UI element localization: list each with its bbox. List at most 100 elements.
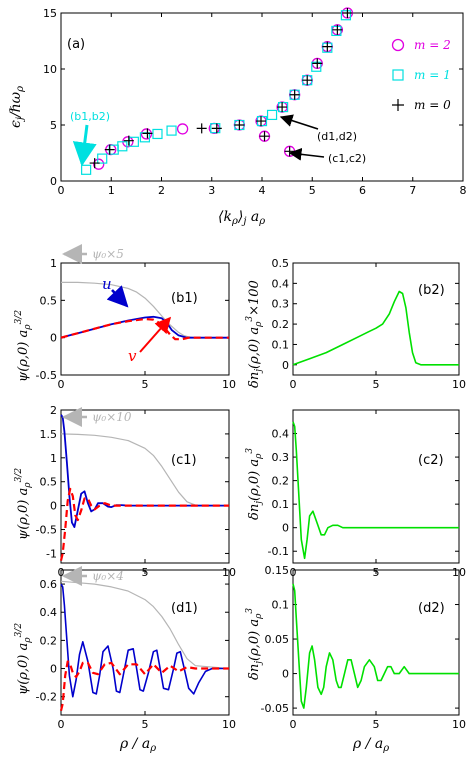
y-tick-label: 0 <box>282 359 289 372</box>
y-tick-label: 0.6 <box>40 578 58 591</box>
plot-frame <box>292 409 460 564</box>
v-annotation-b1: v <box>128 347 137 365</box>
psi0-annotation-d1: ψ₀×4 <box>92 569 124 583</box>
point-m1 <box>166 125 177 136</box>
y-tick-label: 10 <box>43 63 57 76</box>
y-tick-label: 1 <box>50 452 57 465</box>
series-line-δn <box>292 583 459 709</box>
series-line-u <box>60 315 229 339</box>
legend-label: m = 1 <box>414 68 451 82</box>
panel-c2-ylabel: δnj(ρ,0) aρ3 <box>245 448 264 520</box>
plot-frame <box>292 262 460 376</box>
x-tick-label: 0 <box>290 378 297 391</box>
legend-marker-m1 <box>392 69 404 81</box>
panel-c2-label: (c2) <box>418 453 444 468</box>
panel-b1: 0 5 10-0.500.51 <box>36 257 236 391</box>
series-line-δn <box>292 421 459 560</box>
point-m0 <box>234 120 245 130</box>
y-tick-label: 0.1 <box>272 599 290 612</box>
x-tick-label: 1 <box>108 184 115 197</box>
y-tick-label: 0.4 <box>272 277 290 290</box>
point-m0 <box>277 102 288 113</box>
arrow-b1b2 <box>72 124 97 167</box>
x-tick-label: 10 <box>452 378 466 391</box>
point-m0 <box>211 123 222 134</box>
series-line-δn <box>292 290 459 366</box>
point-m1 <box>311 61 322 72</box>
y-tick-label: 1.5 <box>40 428 58 441</box>
plot-frame <box>60 409 230 564</box>
legend-label: m = 0 <box>414 98 451 112</box>
y-tick-label: 0 <box>282 668 289 681</box>
x-tick-label: 10 <box>222 378 236 391</box>
x-tick-label: 0 <box>290 718 297 731</box>
y-tick-label: 0.1 <box>272 338 290 351</box>
y-tick-label: 0 <box>282 522 289 535</box>
panel-d1: 0 5 10 -0.2 0 0.2 0.4 0.6 <box>36 569 236 731</box>
x-tick-label: 0 <box>58 718 65 731</box>
y-tick-label: -0.5 <box>36 524 57 537</box>
u-annotation-b1: u <box>102 275 112 293</box>
panel-b1-ylabel: ψ(ρ,0) aρ3/2 <box>14 310 33 382</box>
y-tick-label: 0.2 <box>272 318 290 331</box>
y-tick-label: 0.5 <box>40 294 58 307</box>
plot-frame <box>60 569 230 716</box>
arrow-c1c2 <box>288 147 325 161</box>
y-tick-label: 0.5 <box>272 257 290 270</box>
point-m0 <box>259 131 270 142</box>
panel-d1-xlabel: ρ / aρ <box>119 736 156 754</box>
x-tick-label: 2 <box>158 184 165 197</box>
panel-d1-ylabel: ψ(ρ,0) aρ3/2 <box>14 623 33 695</box>
y-tick-label: -0.5 <box>36 369 57 382</box>
y-tick-label: 15 <box>43 7 57 20</box>
y-tick-label: 0.4 <box>40 606 58 619</box>
x-tick-label: 5 <box>373 378 380 391</box>
y-tick-label: 0.2 <box>272 475 290 488</box>
x-tick-label: 0 <box>58 378 65 391</box>
annotation-c1c2: (c1,c2) <box>328 152 366 165</box>
panel-c1-ylabel: ψ(ρ,0) aρ3/2 <box>14 468 33 540</box>
point-m1 <box>340 10 352 21</box>
psi0-annotation-b1: ψ₀×5 <box>92 247 124 261</box>
panel-d2-label: (d2) <box>418 601 445 616</box>
x-tick-label: 7 <box>409 184 416 197</box>
y-tick-label: -0.1 <box>268 545 289 558</box>
point-m0 <box>342 8 353 18</box>
point-m0 <box>322 41 333 52</box>
panel-b2-ylabel: δnj(ρ,0) aρ3×100 <box>245 280 264 388</box>
y-tick-label: 5 <box>50 119 57 132</box>
y-tick-label: -0.2 <box>36 691 57 704</box>
point-m1 <box>331 25 342 37</box>
panel-d2-ylabel: δnj(ρ,0) aρ3 <box>245 608 264 680</box>
panel-b2-label: (b2) <box>418 283 445 298</box>
u-arrow-b1 <box>106 285 129 308</box>
annotation-b1b2: (b1,b2) <box>70 110 110 123</box>
panel-d2-xlabel: ρ / aρ <box>352 736 389 754</box>
y-tick-label: 0 <box>50 332 57 345</box>
point-m0 <box>123 135 134 146</box>
series-line-u <box>60 583 229 698</box>
panel-d1-label: (d1) <box>171 601 198 616</box>
point-m1 <box>152 128 163 140</box>
plot-frame <box>60 262 230 376</box>
y-tick-label: 0.05 <box>265 633 290 646</box>
y-tick-label: 0 <box>50 500 57 513</box>
series-line-v <box>59 487 229 561</box>
series-line-v <box>59 660 229 712</box>
point-m1 <box>97 153 108 164</box>
y-tick-label: -1 <box>46 547 57 560</box>
y-tick-label: 0.15 <box>265 564 290 577</box>
plot-frame <box>60 12 464 182</box>
arrow-d1d2 <box>279 114 319 130</box>
series-line-ψ₀×4 <box>60 580 230 670</box>
legend-label: m = 2 <box>414 38 451 52</box>
point-m0 <box>142 128 153 139</box>
point-m1 <box>266 109 278 121</box>
panel-b2: 0 5 10 0 0.1 0.2 0.3 0.4 0.5 <box>272 257 467 391</box>
y-tick-label: -0.05 <box>261 702 289 715</box>
x-tick-label: 5 <box>373 718 380 731</box>
series-line-u <box>60 414 229 528</box>
